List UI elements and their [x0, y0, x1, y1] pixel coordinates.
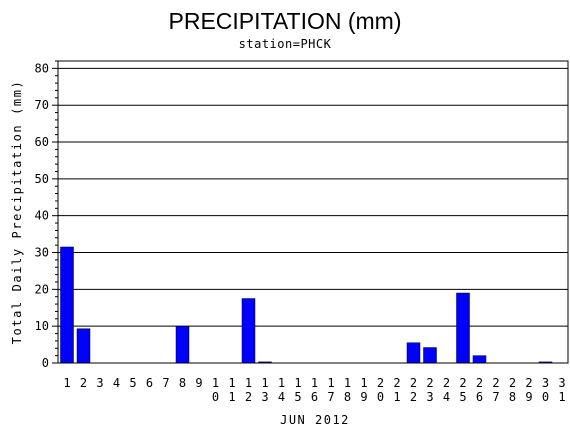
x-tick-label: 4	[113, 376, 120, 390]
y-tick-label: 70	[35, 98, 49, 112]
x-tick-label: 6	[146, 376, 153, 390]
x-tick-label: 1	[63, 376, 70, 390]
x-axis-label: JUN 2012	[280, 413, 350, 427]
y-tick-label: 20	[35, 282, 49, 296]
x-tick-label: 9	[195, 376, 202, 390]
bar-day-23	[423, 347, 437, 364]
x-tick-label: 8	[179, 376, 186, 390]
y-tick-label: 50	[35, 172, 49, 186]
x-tick-label: 2	[80, 376, 87, 390]
y-axis-label: Total Daily Precipitation (mm)	[10, 80, 24, 345]
x-tick-label: 5	[129, 376, 136, 390]
bar-day-26	[472, 355, 487, 364]
y-axis: 0 10 20 30 40 50 60 70 80	[35, 60, 58, 370]
y-tick-label: 10	[35, 319, 49, 333]
y-tick-label: 0	[42, 356, 49, 370]
plot-frame	[57, 60, 569, 364]
x-tick-label: 7	[162, 376, 169, 390]
x-axis: 1 2 3 4 5 6 7 8 9 1 01 11 21 31 41 51 61 71 81 92 02 12 22 32 42…	[63, 376, 565, 404]
bar-day-1	[60, 246, 74, 364]
chart-subtitle: station=PHCK	[239, 37, 332, 51]
y-tick-label: 30	[35, 246, 49, 260]
bar-day-2	[76, 328, 91, 364]
x-tick-label: 3	[96, 376, 103, 390]
bar-day-22	[406, 342, 421, 364]
y-tick-label: 60	[35, 135, 49, 149]
grid-lines	[58, 67, 568, 327]
chart-title: PRECIPITATION (mm)	[169, 8, 402, 34]
bar-day-12	[241, 298, 256, 364]
y-tick-label: 40	[35, 209, 49, 223]
bar-day-8	[175, 325, 190, 364]
y-tick-label: 80	[35, 61, 49, 75]
bars	[60, 246, 553, 364]
bar-day-25	[456, 292, 470, 364]
